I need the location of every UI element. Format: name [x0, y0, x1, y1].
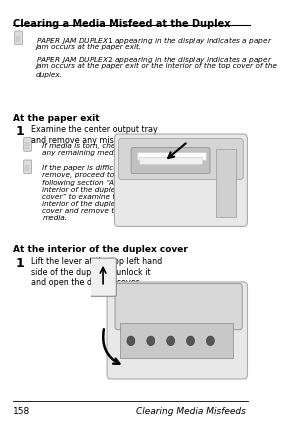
- FancyBboxPatch shape: [24, 161, 32, 174]
- Text: Clearing a Media Misfeed at the Duplex: Clearing a Media Misfeed at the Duplex: [13, 19, 230, 29]
- Text: jam occurs at the paper exit or the interior of the top cover of the: jam occurs at the paper exit or the inte…: [36, 63, 278, 69]
- Text: 1: 1: [16, 125, 24, 138]
- Text: $\mathit{PAPER\ JAM\ DUPLEX2}$ appearing in the display indicates a paper: $\mathit{PAPER\ JAM\ DUPLEX2}$ appearing…: [36, 53, 273, 64]
- Text: $\mathit{PAPER\ JAM\ DUPLEX1}$ appearing in the display indicates a paper: $\mathit{PAPER\ JAM\ DUPLEX1}$ appearing…: [36, 35, 273, 46]
- Text: duplex.: duplex.: [36, 72, 63, 78]
- Text: jam occurs at the paper exit.: jam occurs at the paper exit.: [36, 44, 142, 50]
- Text: At the interior of the duplex cover: At the interior of the duplex cover: [13, 245, 188, 254]
- Text: 1: 1: [16, 256, 24, 270]
- Text: At the paper exit: At the paper exit: [13, 114, 100, 123]
- Text: If media is torn, check for
any remaining media.: If media is torn, check for any remainin…: [42, 142, 136, 155]
- Text: Lift the lever at the top left hand
side of the duplex to unlock it
and open the: Lift the lever at the top left hand side…: [31, 256, 162, 286]
- Text: Examine the center output tray
and remove any misfed media.: Examine the center output tray and remov…: [31, 125, 158, 144]
- FancyBboxPatch shape: [24, 138, 32, 152]
- Text: If the paper is difficult to
remove, proceed to the
following section “At the
in: If the paper is difficult to remove, pro…: [42, 165, 133, 220]
- Text: Clearing Media Misfeeds: Clearing Media Misfeeds: [136, 406, 246, 414]
- Text: 158: 158: [13, 406, 30, 414]
- FancyBboxPatch shape: [15, 32, 22, 46]
